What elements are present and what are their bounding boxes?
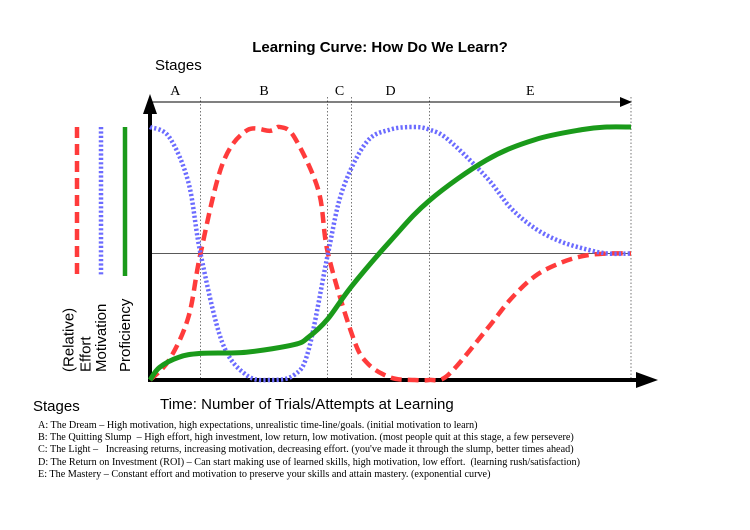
- x-axis-arrow: [636, 372, 658, 388]
- stage-description-b: B: The Quitting Slump – High effort, hig…: [38, 432, 574, 444]
- stage-letter-b: B: [259, 84, 268, 99]
- stage-description-d: D: The Return on Investment (ROI) – Can …: [38, 456, 580, 468]
- stage-letter-a: A: [170, 84, 181, 99]
- y-label-motivation: Motivation: [93, 304, 110, 372]
- stage-description-e: E: The Mastery – Constant effort and mot…: [38, 468, 491, 480]
- top-stages-label: Stages: [155, 57, 202, 74]
- stage-letter-e: E: [526, 84, 535, 99]
- axes: [143, 94, 658, 388]
- y-axis-arrow: [143, 94, 157, 114]
- chart-title: Learning Curve: How Do We Learn?: [252, 39, 508, 56]
- stage-letter-c: C: [335, 84, 344, 99]
- series-relative-effort-line: [148, 124, 632, 383]
- series-motivation-line: [148, 124, 632, 383]
- y-label-effort-line-2: Effort: [78, 336, 95, 372]
- y-label-proficiency: Proficiency: [117, 298, 134, 372]
- stage-description-a: A: The Dream – High motivation, high exp…: [38, 420, 478, 431]
- series-proficiency-line: [147, 124, 632, 382]
- stage-letters: A B C D E: [170, 84, 534, 99]
- stage-arrow-head: [620, 97, 632, 107]
- learning-curve-chart: Learning Curve: How Do We Learn? Stages …: [33, 39, 658, 415]
- stage-letter-d: D: [385, 84, 395, 99]
- series-group: [147, 124, 632, 383]
- bottom-stages-label: Stages: [33, 398, 80, 415]
- x-axis-label: Time: Number of Trials/Attempts at Learn…: [160, 396, 454, 413]
- stage-description-c: C: The Light – Increasing returns, incre…: [38, 444, 574, 456]
- y-label-effort-line-1: (Relative): [61, 308, 78, 372]
